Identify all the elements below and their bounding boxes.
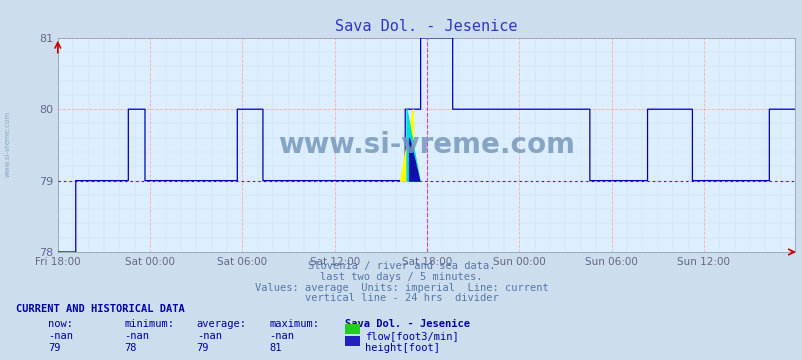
Text: minimum:: minimum: [124, 319, 174, 329]
Text: now:: now: [48, 319, 73, 329]
Text: Values: average  Units: imperial  Line: current: Values: average Units: imperial Line: cu… [254, 283, 548, 293]
Text: height[foot]: height[foot] [364, 343, 439, 353]
Text: average:: average: [196, 319, 246, 329]
Text: www.si-vreme.com: www.si-vreme.com [5, 111, 11, 177]
Text: CURRENT AND HISTORICAL DATA: CURRENT AND HISTORICAL DATA [16, 304, 184, 314]
Text: -nan: -nan [269, 331, 294, 341]
Text: 78: 78 [124, 343, 137, 353]
Text: 79: 79 [48, 343, 61, 353]
Text: vertical line - 24 hrs  divider: vertical line - 24 hrs divider [304, 293, 498, 303]
Text: Slovenia / river and sea data.: Slovenia / river and sea data. [307, 261, 495, 271]
Text: 81: 81 [269, 343, 282, 353]
Text: www.si-vreme.com: www.si-vreme.com [277, 131, 574, 159]
Text: 79: 79 [196, 343, 209, 353]
Text: last two days / 5 minutes.: last two days / 5 minutes. [320, 272, 482, 282]
Text: -nan: -nan [48, 331, 73, 341]
Title: Sava Dol. - Jesenice: Sava Dol. - Jesenice [334, 19, 517, 34]
Text: maximum:: maximum: [269, 319, 318, 329]
Text: Sava Dol. - Jesenice: Sava Dol. - Jesenice [345, 319, 470, 329]
Text: -nan: -nan [196, 331, 221, 341]
Text: flow[foot3/min]: flow[foot3/min] [364, 331, 458, 341]
Text: -nan: -nan [124, 331, 149, 341]
